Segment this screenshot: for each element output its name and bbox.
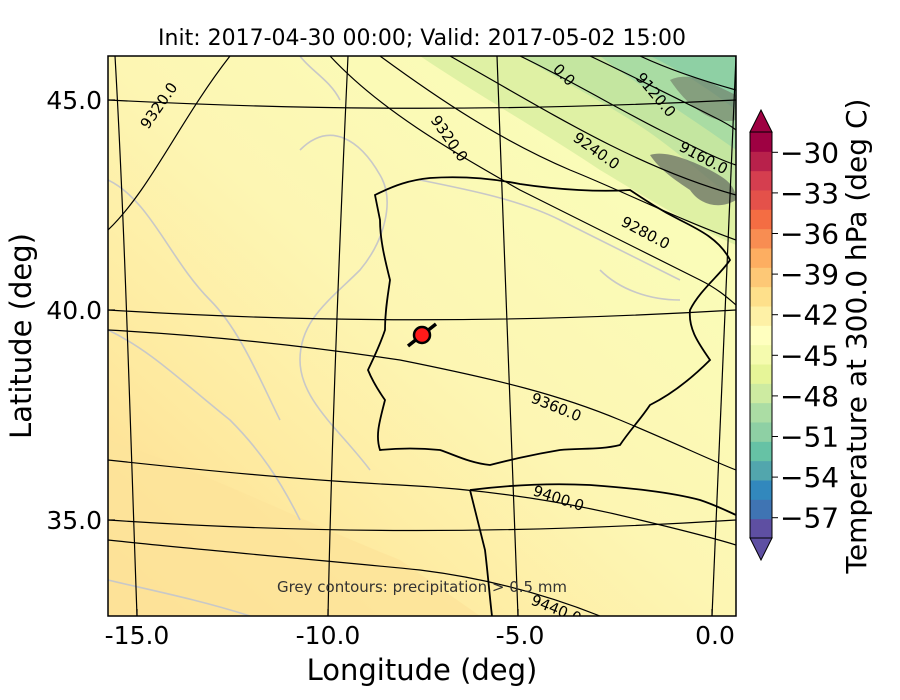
- coastline: [367, 176, 736, 616]
- colorbar-swatch: [750, 190, 772, 210]
- colorbar-tick-label: −57: [780, 502, 839, 535]
- colorbar-swatch: [750, 286, 772, 307]
- colorbar-tick-label: −30: [780, 136, 839, 169]
- y-tick-label: 45.0: [46, 86, 102, 115]
- precipitation-annotation: Grey contours: precipitation > 0.5 mm: [277, 578, 567, 596]
- colorbar: [749, 108, 773, 562]
- x-tick-label: -10.0: [296, 621, 361, 650]
- y-tick-label: 35.0: [46, 506, 102, 535]
- colorbar-swatch: [750, 499, 772, 520]
- colorbar-swatch: [750, 151, 772, 172]
- x-tick-label: 0.0: [695, 621, 735, 650]
- colorbar-frame: [749, 131, 773, 539]
- colorbar-swatch: [750, 170, 772, 191]
- colorbar-extend-max: [749, 108, 773, 133]
- location-marker: [412, 325, 432, 345]
- colorbar-tick-label: −39: [780, 258, 839, 291]
- height-contours: [108, 56, 736, 616]
- colorbar-swatch: [750, 306, 772, 326]
- colorbar-swatch: [750, 325, 772, 346]
- colorbar-tick-label: −36: [780, 218, 839, 251]
- x-tick-label: -5.0: [496, 621, 545, 650]
- axis-ticks: [108, 99, 713, 616]
- colorbar-swatch: [750, 383, 772, 404]
- colorbar-swatch: [750, 480, 772, 500]
- warm-temperature-band: [108, 440, 480, 616]
- colorbar-swatch: [750, 344, 772, 365]
- precipitation-contours: [108, 56, 681, 616]
- chart-title: Init: 2017-04-30 00:00; Valid: 2017-05-0…: [158, 26, 686, 51]
- terrain-shading-alps: [670, 76, 736, 121]
- colorbar-label: Temperature at 300.0 hPa (deg C): [840, 99, 873, 575]
- colorbar-tick-label: −48: [780, 380, 839, 413]
- colorbar-tick-label: −54: [780, 461, 839, 494]
- colorbar-tick-label: −51: [780, 421, 839, 454]
- colorbar-swatch: [750, 460, 772, 481]
- terrain-shading: [650, 153, 736, 206]
- colorbar-extend-min: [749, 537, 773, 562]
- y-tick-labels: 45.0 40.0 35.0: [46, 86, 102, 535]
- x-tick-label: -15.0: [105, 621, 170, 650]
- colorbar-tick-label: −42: [780, 299, 839, 332]
- colorbar-tick-labels: −30 −33 −36 −39 −42 −45 −48 −51 −54 −57: [772, 136, 839, 535]
- colorbar-tick-label: −33: [780, 177, 839, 210]
- coldest-temperature-band: [650, 56, 736, 110]
- colorbar-tick-label: −45: [780, 339, 839, 372]
- map-panel: 9320.0 9320.0 9240.0 9280.0 9160.0 9120.…: [108, 56, 736, 616]
- colorbar-swatch: [750, 402, 772, 423]
- colorbar-swatch: [750, 209, 772, 230]
- plot-frame: [107, 55, 737, 617]
- graticule: [108, 56, 736, 616]
- colorbar-swatch: [750, 228, 772, 249]
- colorbar-swatch: [750, 132, 772, 152]
- x-axis-label: Longitude (deg): [307, 653, 538, 687]
- colorbar-swatch: [750, 441, 772, 462]
- x-tick-labels: -15.0 -10.0 -5.0 0.0: [105, 621, 735, 650]
- colorbar-swatch: [750, 267, 772, 288]
- colorbar-swatch: [750, 422, 772, 442]
- colorbar-swatch: [750, 364, 772, 384]
- y-tick-label: 40.0: [46, 296, 102, 325]
- colorbar-swatch: [750, 518, 772, 539]
- y-axis-label: Latitude (deg): [4, 233, 38, 439]
- colorbar-swatch: [750, 248, 772, 268]
